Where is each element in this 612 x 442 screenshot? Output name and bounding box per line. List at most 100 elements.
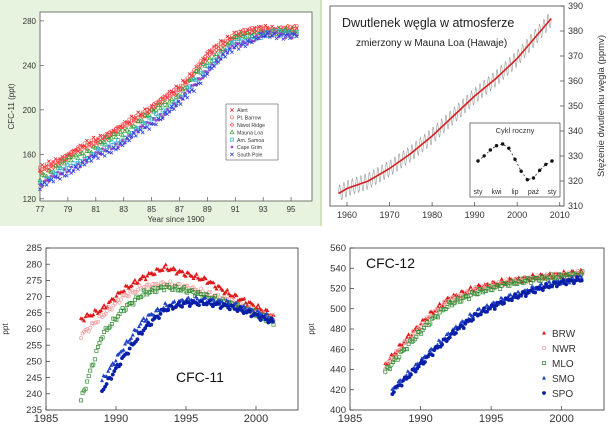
data-point xyxy=(120,138,125,143)
data-point xyxy=(167,109,172,114)
data-point xyxy=(461,326,466,330)
plot-frame xyxy=(45,247,299,411)
data-point xyxy=(186,270,191,275)
data-point xyxy=(243,35,248,40)
data-point xyxy=(288,33,292,38)
y-tick-label: 540 xyxy=(330,263,346,274)
data-point xyxy=(91,362,96,367)
data-point xyxy=(96,156,100,161)
data-point xyxy=(200,299,205,304)
data-point xyxy=(213,294,217,299)
data-point xyxy=(85,311,90,316)
x-tick-label: 1995 xyxy=(479,413,503,425)
data-point xyxy=(131,302,136,307)
x-tick-label: 2000 xyxy=(549,413,573,425)
data-point xyxy=(247,39,252,44)
data-point xyxy=(459,299,464,304)
y-axis-label: ppt xyxy=(307,323,316,335)
data-point xyxy=(140,120,145,125)
data-point xyxy=(485,302,490,307)
data-point xyxy=(39,170,45,176)
data-point xyxy=(136,130,140,134)
data-point xyxy=(165,107,169,112)
data-point xyxy=(64,173,69,178)
data-point xyxy=(140,293,145,298)
data-point xyxy=(172,106,176,111)
data-point xyxy=(109,140,114,144)
data-point xyxy=(147,121,151,125)
data-point xyxy=(100,134,105,140)
data-point xyxy=(112,369,117,374)
data-point xyxy=(491,304,496,309)
data-point xyxy=(47,180,51,184)
y-tick-label: 260 xyxy=(26,324,42,335)
data-point xyxy=(134,128,138,132)
y-tick-label: 280 xyxy=(23,17,37,26)
data-point xyxy=(56,170,60,174)
data-point xyxy=(428,321,433,326)
data-point xyxy=(121,347,126,352)
data-point xyxy=(105,148,109,153)
data-point xyxy=(207,298,212,303)
data-point xyxy=(146,112,152,118)
y-tick-label: 370 xyxy=(568,51,583,61)
data-point xyxy=(252,39,256,43)
data-point xyxy=(64,162,69,167)
data-point xyxy=(140,332,144,336)
data-point xyxy=(192,83,196,87)
x-axis-label: Year since 1900 xyxy=(147,215,205,224)
cfc11-stations-chart-panel: 120 160 200 240 280 77 79 81 83 85 87 89 91 93 95 Year … xyxy=(0,0,320,226)
data-point xyxy=(62,153,67,159)
data-point xyxy=(103,148,107,153)
data-point xyxy=(95,311,100,316)
data-point xyxy=(136,287,140,292)
data-point xyxy=(226,299,231,304)
data-point xyxy=(116,146,120,151)
data-point xyxy=(111,129,116,134)
data-point xyxy=(542,285,547,290)
data-point xyxy=(100,335,105,340)
data-point xyxy=(193,294,198,299)
data-point xyxy=(97,139,103,144)
data-point xyxy=(95,319,100,324)
data-point xyxy=(118,143,122,147)
chart-subtitle: zmierzony w Mauna Loa (Hawaje) xyxy=(356,38,507,49)
data-point xyxy=(478,312,483,317)
data-point xyxy=(447,335,452,340)
data-point xyxy=(203,276,208,281)
x-tick-label: 1985 xyxy=(34,413,58,425)
data-point xyxy=(467,287,472,292)
data-point xyxy=(166,308,171,313)
data-point xyxy=(180,92,185,97)
data-point xyxy=(547,279,552,284)
data-point xyxy=(288,24,292,29)
data-point xyxy=(261,30,265,34)
data-point xyxy=(126,340,131,344)
data-point xyxy=(225,287,230,292)
data-point xyxy=(84,146,90,152)
data-point xyxy=(145,120,149,124)
data-point xyxy=(203,69,207,74)
legend-label: Pt. Barrow xyxy=(237,116,261,122)
data-point xyxy=(237,42,241,46)
data-point xyxy=(133,118,139,123)
data-point xyxy=(409,372,413,377)
data-point xyxy=(196,77,201,81)
data-point xyxy=(109,150,114,155)
data-point xyxy=(185,95,190,100)
data-point xyxy=(247,26,253,32)
y-axis-label: ppt xyxy=(1,323,10,335)
data-point xyxy=(285,33,290,38)
data-point xyxy=(127,346,132,351)
inset-point xyxy=(550,159,554,163)
data-point xyxy=(58,172,62,176)
data-point xyxy=(279,33,283,37)
data-point xyxy=(211,280,216,285)
x-tick-label: 2010 xyxy=(550,210,570,220)
data-point xyxy=(210,296,215,301)
data-point xyxy=(117,300,122,305)
data-point xyxy=(106,130,112,135)
data-point xyxy=(207,65,212,70)
legend-marker xyxy=(230,145,234,149)
data-point xyxy=(419,331,423,336)
